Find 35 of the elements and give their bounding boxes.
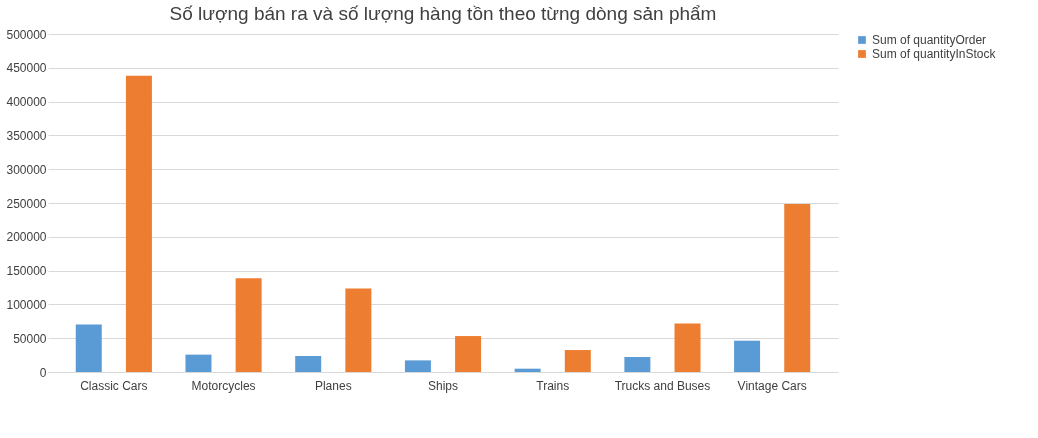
x-tick-label: Planes xyxy=(314,378,352,393)
bar xyxy=(734,340,761,372)
x-tick-label: Motorcycles xyxy=(191,378,256,393)
bar xyxy=(404,360,431,372)
y-tick-label: 100000 xyxy=(6,297,47,312)
x-tick-label: Classic Cars xyxy=(80,378,148,393)
bar xyxy=(455,336,482,372)
bar xyxy=(235,278,262,372)
bar xyxy=(75,324,102,372)
y-tick-label: 150000 xyxy=(6,264,47,279)
bar xyxy=(564,350,591,372)
bar xyxy=(784,204,811,372)
bar xyxy=(295,355,322,372)
bar xyxy=(185,354,212,372)
bar xyxy=(624,356,651,372)
y-tick-label: 300000 xyxy=(6,162,47,177)
bar xyxy=(125,75,152,372)
bar xyxy=(674,323,701,372)
chart-title: Số lượng bán ra và số lượng hàng tồn theo từng dòng sản phẩm xyxy=(169,3,717,24)
y-tick-label: 250000 xyxy=(6,196,47,211)
y-tick-label: 400000 xyxy=(6,95,47,110)
y-tick-label: 350000 xyxy=(6,128,47,143)
x-tick-label: Trains xyxy=(536,378,570,393)
bar xyxy=(345,288,372,372)
y-tick-label: 0 xyxy=(39,365,47,380)
legend-label: Sum of quantityInStock xyxy=(872,47,997,61)
y-tick-label: 500000 xyxy=(6,27,47,42)
y-tick-label: 200000 xyxy=(6,230,47,245)
bar xyxy=(514,368,541,372)
y-tick-label: 450000 xyxy=(6,61,47,76)
x-tick-label: Ships xyxy=(427,378,459,393)
legend-label: Sum of quantityOrder xyxy=(872,33,987,47)
x-tick-label: Vintage Cars xyxy=(737,378,807,393)
y-tick-label: 50000 xyxy=(13,331,47,346)
x-tick-label: Trucks and Buses xyxy=(614,378,711,393)
